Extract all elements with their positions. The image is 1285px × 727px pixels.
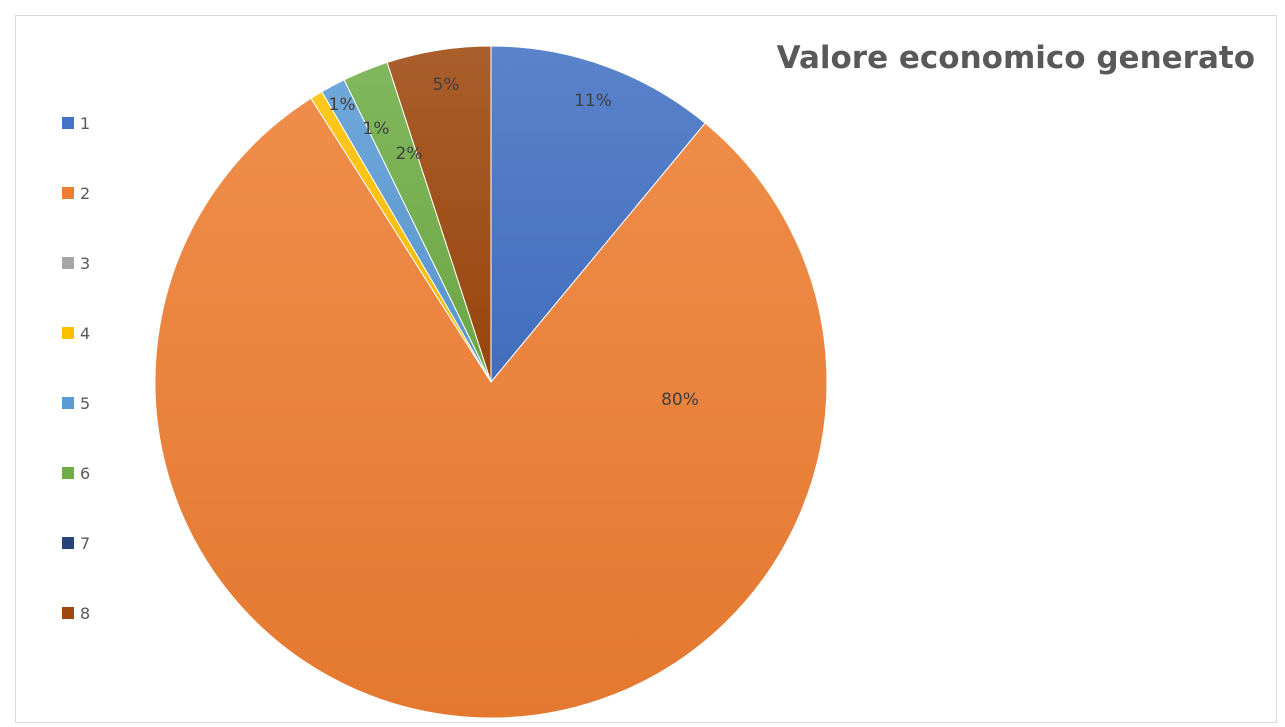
legend-label-2: 2	[80, 183, 91, 203]
legend-swatch-4	[62, 327, 74, 339]
legend: 1 2 3 4 5 6 7 8	[62, 88, 90, 648]
data-label-8: 5%	[433, 75, 460, 95]
data-label-5: 1%	[363, 119, 390, 139]
legend-label-8: 8	[80, 603, 91, 623]
legend-swatch-3	[62, 257, 74, 269]
data-label-6: 2%	[396, 144, 423, 164]
legend-swatch-2	[62, 187, 74, 199]
data-label-4: 1%	[329, 95, 356, 115]
legend-item-4[interactable]: 4	[62, 298, 90, 368]
legend-label-5: 5	[80, 393, 91, 413]
data-label-1: 11%	[574, 91, 612, 111]
legend-swatch-6	[62, 467, 74, 479]
pie-slice-1[interactable]	[490, 45, 706, 384]
pie-slice-2[interactable]	[154, 97, 828, 719]
legend-item-5[interactable]: 5	[62, 368, 90, 438]
legend-label-6: 6	[80, 463, 91, 483]
legend-swatch-8	[62, 607, 74, 619]
legend-swatch-5	[62, 397, 74, 409]
legend-item-7[interactable]: 7	[62, 508, 90, 578]
legend-item-6[interactable]: 6	[62, 438, 90, 508]
chart-title: Valore economico generato	[776, 40, 1255, 76]
legend-label-1: 1	[80, 113, 91, 133]
legend-label-3: 3	[80, 253, 91, 273]
legend-label-4: 4	[80, 323, 91, 343]
pie-slice-8[interactable]	[386, 45, 492, 383]
data-label-2: 80%	[661, 390, 699, 410]
legend-label-7: 7	[80, 533, 91, 553]
legend-item-1[interactable]: 1	[62, 88, 90, 158]
legend-item-2[interactable]: 2	[62, 158, 90, 228]
legend-item-3[interactable]: 3	[62, 228, 90, 298]
legend-swatch-7	[62, 537, 74, 549]
legend-swatch-1	[62, 117, 74, 129]
legend-item-8[interactable]: 8	[62, 578, 90, 648]
